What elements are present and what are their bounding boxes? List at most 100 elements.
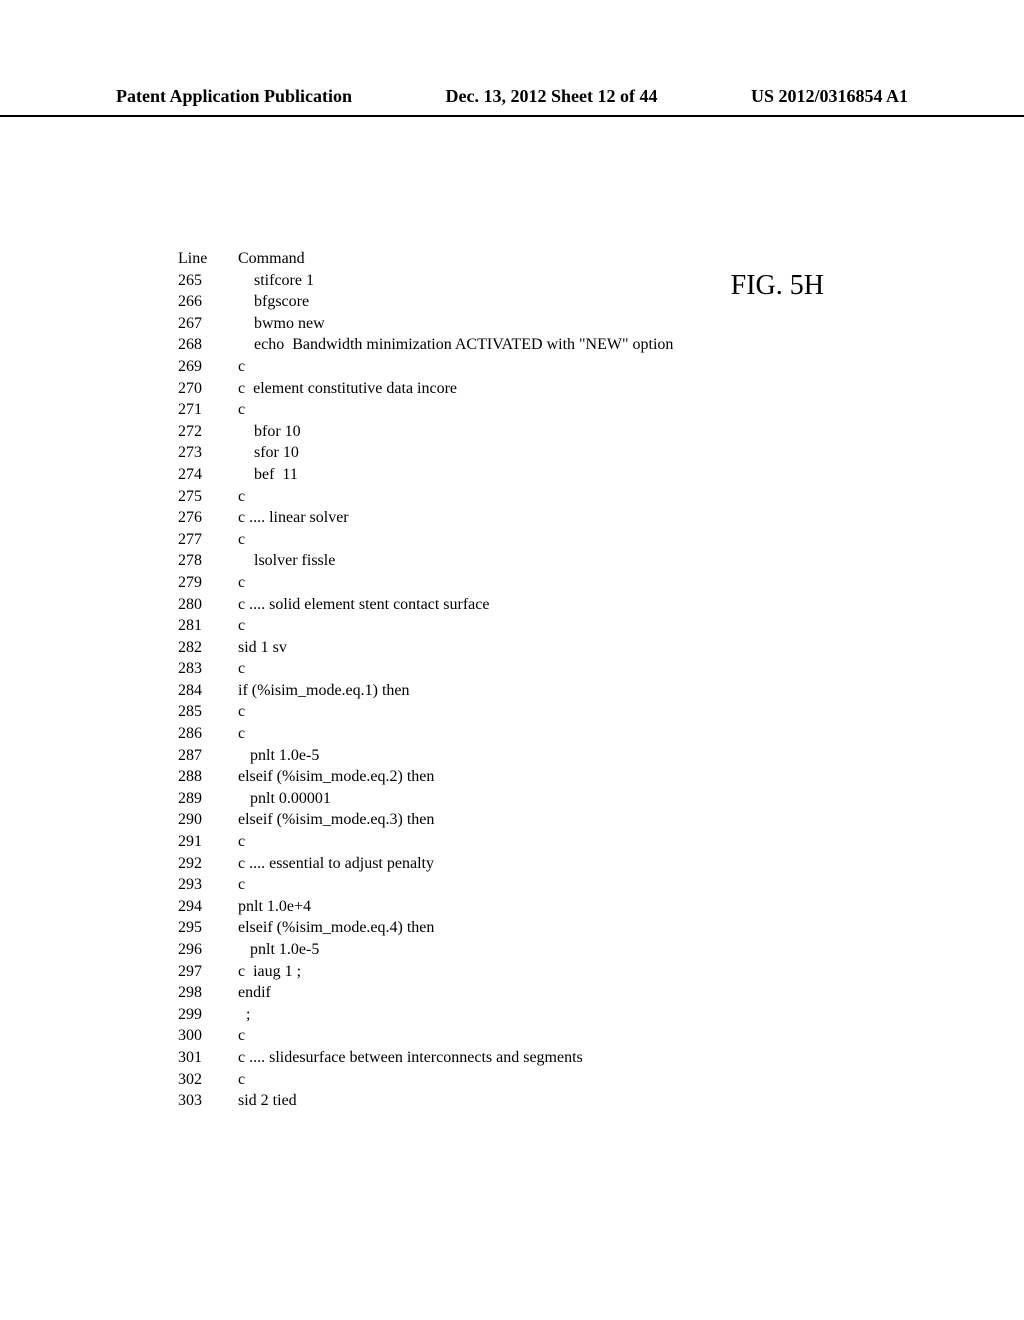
command-text: pnlt 1.0e-5	[238, 745, 319, 767]
command-text: bef 11	[238, 464, 298, 486]
code-row: 295elseif (%isim_mode.eq.4) then	[178, 917, 673, 939]
command-text: c .... linear solver	[238, 507, 349, 529]
code-row: 273 sfor 10	[178, 442, 673, 464]
code-header-row: Line Command	[178, 248, 673, 270]
line-number: 285	[178, 701, 238, 723]
code-row: 286c	[178, 723, 673, 745]
code-row: 288elseif (%isim_mode.eq.2) then	[178, 766, 673, 788]
command-text: c	[238, 874, 245, 896]
command-text: elseif (%isim_mode.eq.3) then	[238, 809, 434, 831]
code-row: 292c .... essential to adjust penalty	[178, 853, 673, 875]
code-row: 275c	[178, 486, 673, 508]
code-row: 297c iaug 1 ;	[178, 961, 673, 983]
command-text: c	[238, 701, 245, 723]
command-text: bfor 10	[238, 421, 301, 443]
command-text: c	[238, 658, 245, 680]
command-text: lsolver fissle	[238, 550, 335, 572]
command-text: stifcore 1	[238, 270, 314, 292]
line-number: 291	[178, 831, 238, 853]
line-number: 300	[178, 1025, 238, 1047]
code-row: 281c	[178, 615, 673, 637]
line-number: 266	[178, 291, 238, 313]
command-text: pnlt 0.00001	[238, 788, 331, 810]
code-row: 299 ;	[178, 1004, 673, 1026]
line-number: 276	[178, 507, 238, 529]
command-text: pnlt 1.0e-5	[238, 939, 319, 961]
line-number: 292	[178, 853, 238, 875]
code-row: 279c	[178, 572, 673, 594]
code-listing: Line Command 265 stifcore 1266 bfgscore2…	[178, 248, 673, 1112]
command-text: elseif (%isim_mode.eq.4) then	[238, 917, 434, 939]
code-row: 300c	[178, 1025, 673, 1047]
code-row: 302c	[178, 1069, 673, 1091]
code-row: 287 pnlt 1.0e-5	[178, 745, 673, 767]
line-number: 280	[178, 594, 238, 616]
command-text: bwmo new	[238, 313, 325, 335]
command-text: pnlt 1.0e+4	[238, 896, 311, 918]
code-row: 284if (%isim_mode.eq.1) then	[178, 680, 673, 702]
line-number: 273	[178, 442, 238, 464]
code-row: 276c .... linear solver	[178, 507, 673, 529]
command-text: c iaug 1 ;	[238, 961, 301, 983]
command-text: sid 1 sv	[238, 637, 287, 659]
line-number: 301	[178, 1047, 238, 1069]
figure-label: FIG. 5H	[731, 270, 824, 302]
line-number: 274	[178, 464, 238, 486]
line-number: 294	[178, 896, 238, 918]
line-number: 290	[178, 809, 238, 831]
line-number: 275	[178, 486, 238, 508]
code-row: 294pnlt 1.0e+4	[178, 896, 673, 918]
line-number: 299	[178, 1004, 238, 1026]
code-row: 271c	[178, 399, 673, 421]
header-left: Patent Application Publication	[116, 86, 352, 107]
line-number: 277	[178, 529, 238, 551]
line-number: 269	[178, 356, 238, 378]
line-number: 281	[178, 615, 238, 637]
command-text: c	[238, 1069, 245, 1091]
command-text: c	[238, 615, 245, 637]
command-text: bfgscore	[238, 291, 309, 313]
command-header: Command	[238, 248, 305, 270]
line-number: 279	[178, 572, 238, 594]
command-text: endif	[238, 982, 271, 1004]
code-rows: 265 stifcore 1266 bfgscore267 bwmo new26…	[178, 270, 673, 1112]
line-number: 272	[178, 421, 238, 443]
code-row: 265 stifcore 1	[178, 270, 673, 292]
line-number: 284	[178, 680, 238, 702]
code-row: 272 bfor 10	[178, 421, 673, 443]
code-row: 282sid 1 sv	[178, 637, 673, 659]
command-text: c	[238, 356, 245, 378]
code-row: 274 bef 11	[178, 464, 673, 486]
code-row: 277c	[178, 529, 673, 551]
line-number: 268	[178, 334, 238, 356]
command-text: elseif (%isim_mode.eq.2) then	[238, 766, 434, 788]
line-number: 303	[178, 1090, 238, 1112]
command-text: c	[238, 529, 245, 551]
code-row: 290elseif (%isim_mode.eq.3) then	[178, 809, 673, 831]
command-text: c .... solid element stent contact surfa…	[238, 594, 489, 616]
command-text: c	[238, 399, 245, 421]
code-row: 269c	[178, 356, 673, 378]
command-text: c	[238, 572, 245, 594]
code-row: 278 lsolver fissle	[178, 550, 673, 572]
line-header: Line	[178, 248, 238, 270]
command-text: c	[238, 1025, 245, 1047]
code-row: 289 pnlt 0.00001	[178, 788, 673, 810]
code-row: 270c element constitutive data incore	[178, 378, 673, 400]
command-text: c element constitutive data incore	[238, 378, 457, 400]
command-text: echo Bandwidth minimization ACTIVATED wi…	[238, 334, 673, 356]
code-row: 303sid 2 tied	[178, 1090, 673, 1112]
command-text: c .... slidesurface between interconnect…	[238, 1047, 583, 1069]
page-header: Patent Application Publication Dec. 13, …	[0, 86, 1024, 117]
command-text: if (%isim_mode.eq.1) then	[238, 680, 410, 702]
line-number: 297	[178, 961, 238, 983]
code-row: 280c .... solid element stent contact su…	[178, 594, 673, 616]
code-row: 301c .... slidesurface between interconn…	[178, 1047, 673, 1069]
header-right: US 2012/0316854 A1	[751, 86, 908, 107]
code-row: 293c	[178, 874, 673, 896]
command-text: sid 2 tied	[238, 1090, 297, 1112]
command-text: c	[238, 723, 245, 745]
code-row: 266 bfgscore	[178, 291, 673, 313]
header-mid: Dec. 13, 2012 Sheet 12 of 44	[446, 86, 658, 107]
line-number: 288	[178, 766, 238, 788]
